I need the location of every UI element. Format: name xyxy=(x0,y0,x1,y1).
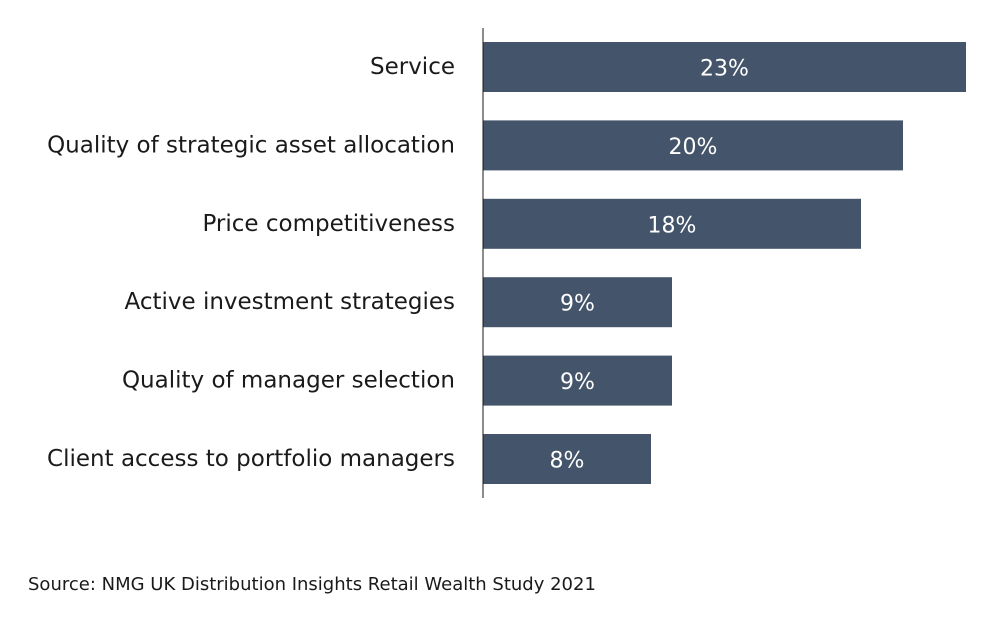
category-label: Price competitiveness xyxy=(202,211,455,237)
category-labels-group: Service Quality of strategic asset alloca… xyxy=(47,54,455,472)
data-label: 8% xyxy=(550,449,585,474)
category-label: Service xyxy=(370,54,455,80)
category-label: Quality of strategic asset allocation xyxy=(47,132,455,158)
bar xyxy=(483,198,861,249)
source-note: Source: NMG UK Distribution Insights Ret… xyxy=(28,574,596,595)
data-label: 18% xyxy=(648,213,697,238)
category-label: Client access to portfolio managers xyxy=(47,446,455,472)
bar-chart: Service Quality of strategic asset alloca… xyxy=(47,28,966,498)
category-label: Quality of manager selection xyxy=(122,368,455,394)
bar xyxy=(483,434,651,484)
bar xyxy=(483,42,966,92)
bars-group xyxy=(483,42,966,484)
bar xyxy=(483,120,903,171)
category-label: Active investment strategies xyxy=(125,289,456,315)
data-label: 23% xyxy=(700,57,749,82)
bar xyxy=(483,277,672,328)
bar xyxy=(483,355,672,406)
data-label: 20% xyxy=(669,135,718,160)
data-label: 9% xyxy=(560,292,595,317)
data-label: 9% xyxy=(560,370,595,395)
data-labels-group: 23% 20% 18% 9% 9% 8% xyxy=(550,57,749,474)
